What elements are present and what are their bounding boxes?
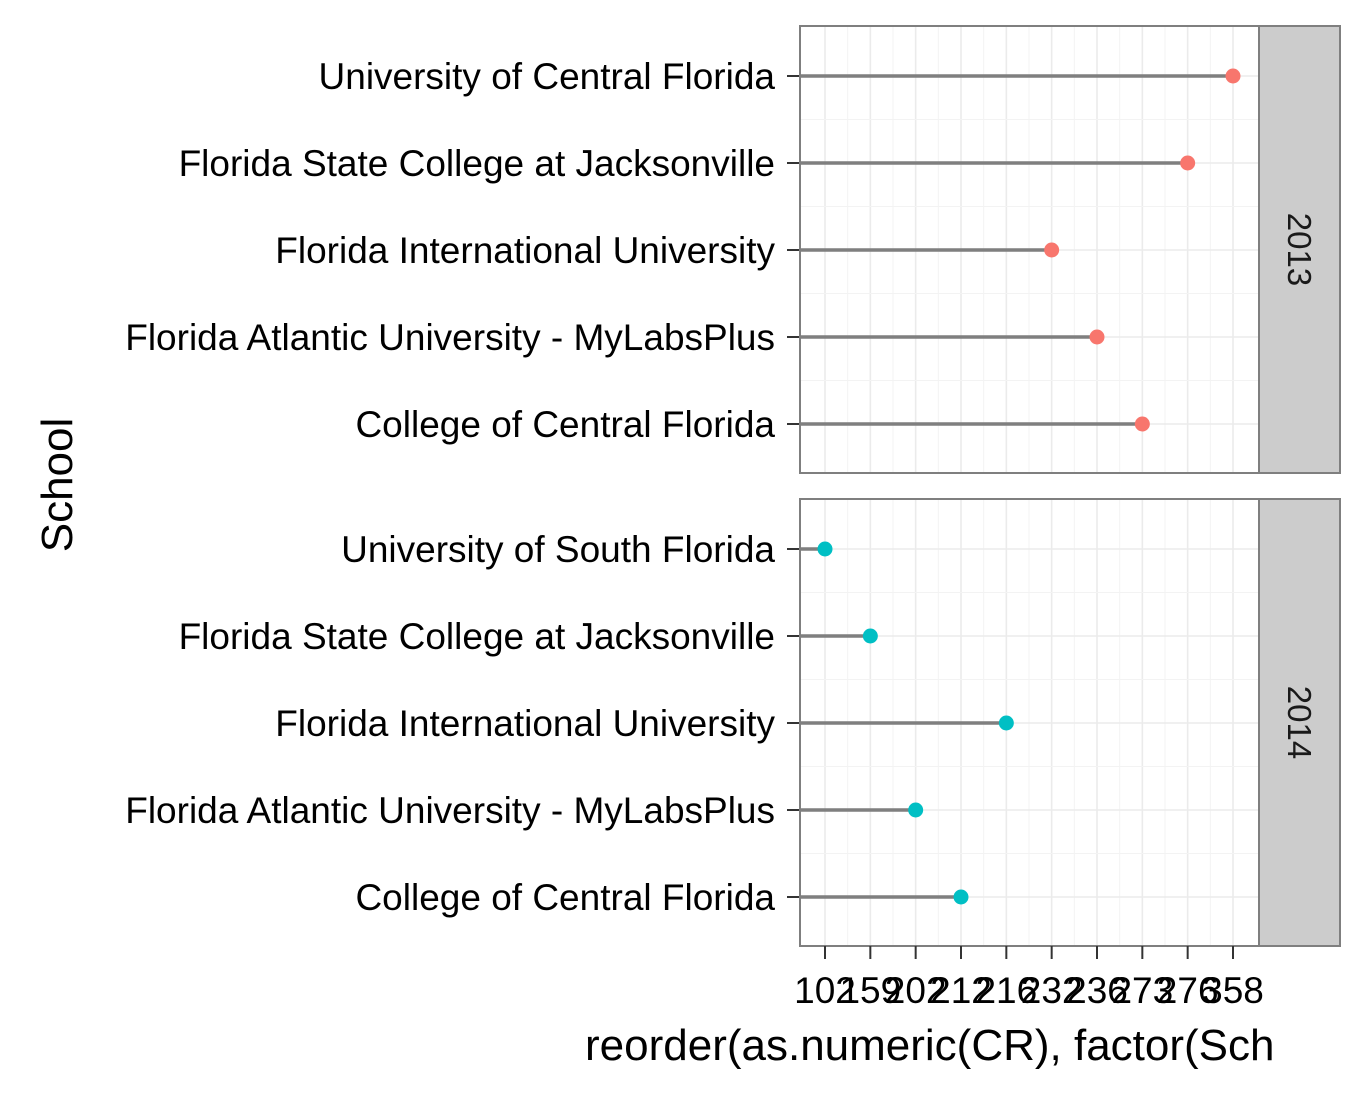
panel-2013: University of Central Florida Florida Sta…	[125, 25, 1341, 474]
y-tick-label: University of South Florida	[341, 529, 775, 570]
data-point	[1225, 68, 1241, 84]
x-tick-label: 232	[1021, 970, 1083, 1011]
data-point	[998, 715, 1014, 731]
data-point	[1134, 416, 1150, 432]
data-point	[817, 541, 833, 557]
x-tick-label: 236	[1066, 970, 1128, 1011]
data-point	[1180, 155, 1196, 171]
y-tick-label: Florida State College at Jacksonville	[179, 143, 775, 184]
facet-strip-label: 2013	[1281, 213, 1318, 286]
data-point	[862, 628, 878, 644]
x-tick-label: 273	[1111, 970, 1173, 1011]
x-tick-label: 276	[1157, 970, 1219, 1011]
y-tick-label: Florida State College at Jacksonville	[179, 616, 775, 657]
facet-strip	[1258, 498, 1341, 947]
y-tick-label: University of Central Florida	[319, 56, 776, 97]
facet-panels: University of Central Florida Florida Sta…	[125, 25, 1341, 947]
y-axis-title: School	[33, 418, 82, 553]
x-tick-label: 159	[839, 970, 901, 1011]
data-point	[1089, 329, 1105, 345]
x-axis-title: reorder(as.numeric(CR), factor(Sch	[585, 1021, 1275, 1070]
data-point	[953, 889, 969, 905]
y-tick-label: College of Central Florida	[355, 404, 775, 445]
y-tick-label: Florida International University	[275, 703, 775, 744]
data-point	[1044, 242, 1060, 258]
x-tick-label: 202	[885, 970, 947, 1011]
x-tick-label: 212	[930, 970, 992, 1011]
y-tick-label: Florida Atlantic University - MyLabsPlus	[125, 317, 775, 358]
y-tick-label: Florida Atlantic University - MyLabsPlus	[125, 790, 775, 831]
panel-2014: University of South Florida Florida State…	[125, 498, 1341, 947]
data-point	[908, 802, 924, 818]
y-tick-label: Florida International University	[275, 230, 775, 271]
x-tick-label: 216	[975, 970, 1037, 1011]
y-tick-label: College of Central Florida	[355, 877, 775, 918]
facet-strip	[1258, 25, 1341, 474]
x-tick-label: 102	[794, 970, 856, 1011]
x-tick-label: 358	[1202, 970, 1264, 1011]
facet-strip-label: 2014	[1281, 686, 1318, 759]
